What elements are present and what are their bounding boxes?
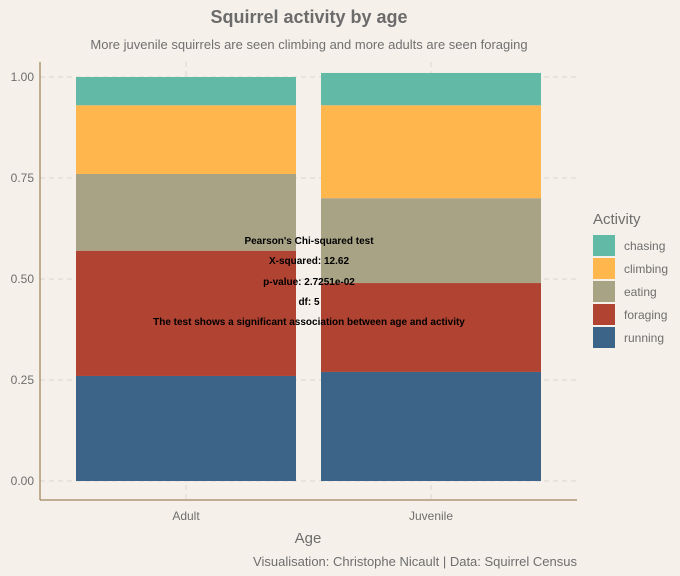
bar-eating-adult: [76, 173, 296, 251]
legend-label-climbing: climbing: [624, 262, 668, 276]
annotation-line: df: 5: [298, 297, 320, 308]
bar-eating-juvenile: [321, 198, 541, 284]
x-tick-label: Adult: [172, 509, 200, 523]
bar-foraging-juvenile: [321, 283, 541, 372]
legend-label-running: running: [624, 331, 664, 345]
bar-running-juvenile: [321, 371, 541, 481]
x-axis-title: Age: [295, 530, 322, 547]
legend-title: Activity: [593, 211, 641, 228]
bar-chasing-adult: [76, 77, 296, 106]
y-tick-label: 0.50: [11, 272, 35, 286]
legend-swatch-chasing: [593, 235, 615, 256]
legend-label-chasing: chasing: [624, 239, 665, 253]
y-tick-labels: 0.00 0.25 0.50 0.75 1.00: [11, 70, 35, 488]
test-annotation: Pearson's Chi-squared test X-squared: 12.…: [153, 236, 465, 328]
y-tick-label: 0.25: [11, 373, 35, 387]
bar-chasing-juvenile: [321, 72, 541, 106]
y-tick-label: 1.00: [11, 70, 35, 84]
legend-label-eating: eating: [624, 285, 657, 299]
chart-subtitle: More juvenile squirrels are seen climbin…: [90, 37, 527, 52]
legend-swatch-running: [593, 327, 615, 348]
bar-climbing-juvenile: [321, 105, 541, 199]
bar-foraging-adult: [76, 250, 296, 376]
legend-label-foraging: foraging: [624, 308, 667, 322]
annotation-line: p-value: 2.7251e-02: [263, 277, 355, 288]
legend-swatch-foraging: [593, 304, 615, 325]
y-tick-label: 0.75: [11, 171, 35, 185]
bars: [76, 72, 541, 481]
annotation-line: X-squared: 12.62: [269, 256, 349, 267]
annotation-line: Pearson's Chi-squared test: [244, 236, 374, 247]
legend: chasing climbing eating foraging running: [593, 235, 668, 348]
x-tick-labels: Adult Juvenile: [172, 509, 453, 523]
chart-caption: Visualisation: Christophe Nicault | Data…: [253, 554, 577, 569]
legend-swatch-eating: [593, 281, 615, 302]
bar-running-adult: [76, 375, 296, 481]
y-tick-label: 0.00: [11, 474, 35, 488]
bar-climbing-adult: [76, 105, 296, 174]
chart-title: Squirrel activity by age: [210, 7, 407, 27]
annotation-line: The test shows a significant association…: [153, 317, 465, 328]
axes: [39, 62, 577, 501]
legend-swatch-climbing: [593, 258, 615, 279]
x-tick-label: Juvenile: [409, 509, 453, 523]
